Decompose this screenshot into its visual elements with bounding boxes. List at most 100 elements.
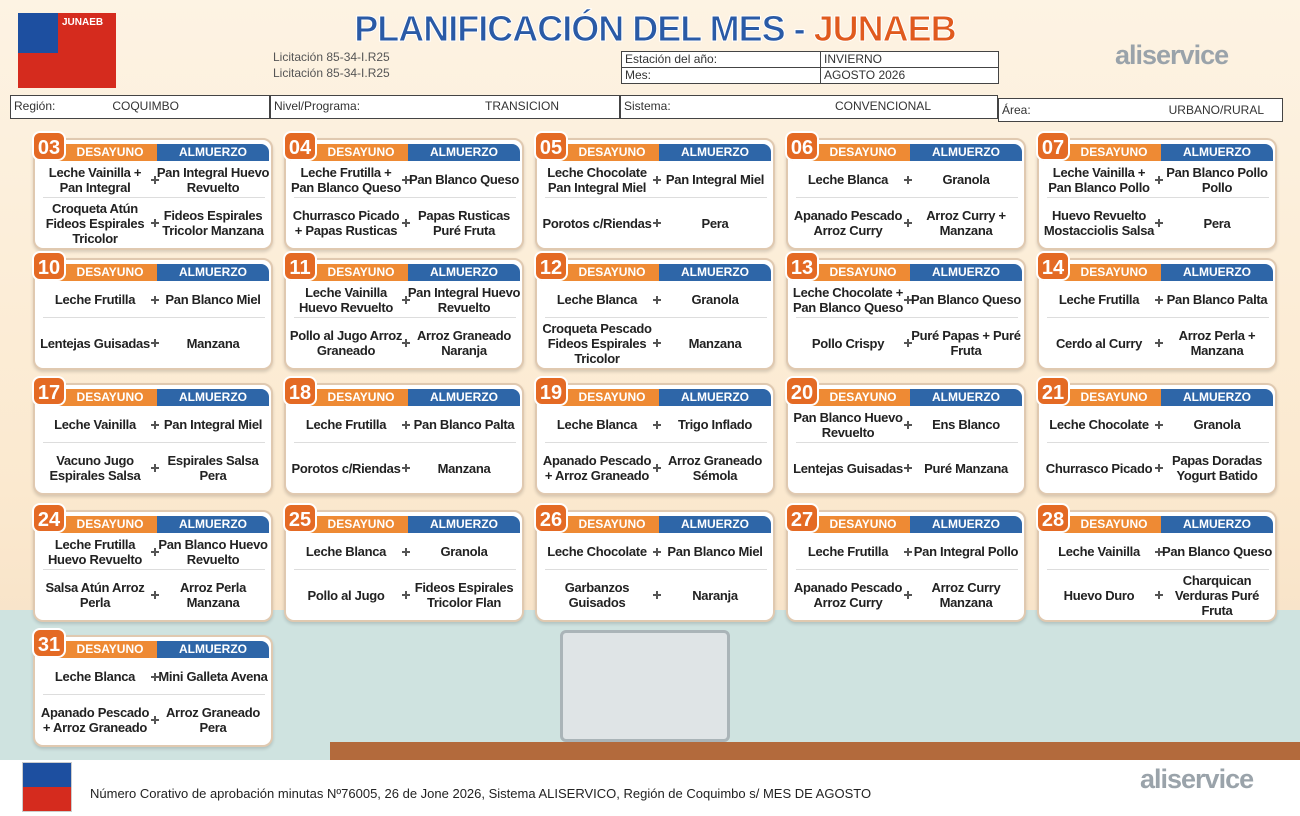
- day-card: DESAYUNO ALMUERZO 21 Leche Chocolate Granola…: [1036, 376, 1277, 495]
- plus-separator: [904, 175, 912, 184]
- day-number: 21: [1036, 376, 1070, 406]
- day-card: DESAYUNO ALMUERZO 06 Leche Blanca Granola Apa…: [785, 131, 1026, 250]
- junaeb-logo: JUNAEB: [18, 13, 116, 88]
- day-card: DESAYUNO ALMUERZO 07 Leche Vainilla + Pan B…: [1036, 131, 1277, 250]
- breakfast-item: Huevo Duro: [1063, 587, 1135, 603]
- breakfast-header: DESAYUNO: [792, 389, 910, 406]
- row-divider: [796, 197, 1018, 198]
- plus-separator: [151, 295, 159, 304]
- lunch-item: Puré Manzana: [924, 460, 1008, 476]
- row-divider: [796, 569, 1018, 570]
- breakfast-item: Leche Frutilla + Pan Blanco Queso: [290, 164, 402, 195]
- lunch-header: ALMUERZO: [659, 389, 771, 406]
- day-number: 07: [1036, 131, 1070, 161]
- plus-separator: [1155, 591, 1163, 599]
- field: Área: URBANO/RURAL: [998, 98, 1283, 122]
- breakfast-header: DESAYUNO: [541, 144, 659, 161]
- breakfast-item: Porotos c/Riendas: [542, 215, 652, 231]
- plus-separator: [1155, 175, 1163, 184]
- breakfast-item: Leche Frutilla: [54, 292, 136, 307]
- breakfast-item: Lentejas Guisadas: [40, 335, 150, 351]
- breakfast-item: Leche Frutilla Huevo Revuelto: [47, 536, 143, 567]
- breakfast-item: Leche Vainilla: [54, 417, 136, 432]
- lunch-item: Pan Blanco Palta: [1166, 292, 1268, 307]
- lunch-header: ALMUERZO: [910, 264, 1022, 281]
- day-card: DESAYUNO ALMUERZO 27 Leche Frutilla Pan Inte…: [785, 503, 1026, 622]
- day-card: DESAYUNO ALMUERZO 20 Pan Blanco Huevo Revue…: [785, 376, 1026, 495]
- lunch-header: ALMUERZO: [157, 264, 269, 281]
- breakfast-item: Leche Chocolate: [1049, 417, 1149, 432]
- day-card: DESAYUNO ALMUERZO 03 Leche Vainilla + Pan I…: [32, 131, 273, 250]
- day-number: 24: [32, 503, 66, 533]
- lunch-item: Pan Blanco Miel: [165, 292, 261, 307]
- breakfast-header: DESAYUNO: [39, 389, 157, 406]
- breakfast-item: Leche Vainilla + Pan Blanco Pollo: [1048, 164, 1150, 195]
- lunch-item: Manzana: [186, 335, 240, 351]
- day-number: 03: [32, 131, 66, 161]
- plus-separator: [151, 716, 159, 724]
- plus-separator: [402, 547, 410, 556]
- breakfast-item: Porotos c/Riendas: [291, 460, 401, 476]
- lunch-item: Pan Integral Miel: [163, 417, 263, 432]
- breakfast-item: Apanado Pescado Arroz Curry: [793, 208, 903, 238]
- breakfast-header: DESAYUNO: [39, 641, 157, 658]
- breakfast-header: DESAYUNO: [1043, 516, 1161, 533]
- breakfast-item: Pan Blanco Huevo Revuelto: [793, 409, 903, 440]
- breakfast-header: DESAYUNO: [541, 516, 659, 533]
- footer-text: Número Corativo de aprobación minutas Nº…: [90, 786, 872, 801]
- plus-separator: [151, 672, 159, 681]
- breakfast-item: Leche Frutilla: [807, 544, 889, 559]
- lunch-item: Pan Blanco Pollo Pollo: [1166, 164, 1268, 195]
- day-card: DESAYUNO ALMUERZO 18 Leche Frutilla Pan Blan…: [283, 376, 524, 495]
- row-divider: [43, 569, 265, 570]
- breakfast-item: Apanado Pescado Arroz Curry: [793, 580, 903, 610]
- plus-separator: [402, 591, 410, 599]
- plus-separator: [904, 339, 912, 347]
- day-card: DESAYUNO ALMUERZO 19 Leche Blanca Trigo Infl…: [534, 376, 775, 495]
- plus-separator: [151, 175, 159, 184]
- day-card: DESAYUNO ALMUERZO 05 Leche Chocolate Pan In…: [534, 131, 775, 250]
- tender: Licitación 85-34-I.R25: [273, 50, 390, 64]
- logo-text: JUNAEB: [62, 17, 104, 28]
- row-divider: [545, 197, 767, 198]
- lunch-header: ALMUERZO: [1161, 264, 1273, 281]
- day-card: DESAYUNO ALMUERZO 10 Leche Frutilla Pan Blan…: [32, 251, 273, 370]
- plus-separator: [151, 219, 159, 227]
- day-number: 05: [534, 131, 568, 161]
- plus-separator: [904, 219, 912, 227]
- plus-separator: [1155, 547, 1163, 556]
- plus-separator: [653, 219, 661, 227]
- plus-separator: [151, 464, 159, 472]
- field-label: Nivel/Programa:: [274, 99, 361, 113]
- plus-separator: [151, 547, 159, 556]
- breakfast-item: Leche Chocolate + Pan Blanco Queso: [792, 284, 904, 315]
- day-number: 18: [283, 376, 317, 406]
- row-divider: [43, 694, 265, 695]
- lunch-item: Arroz Graneado Naranja: [416, 328, 512, 358]
- day-number: 14: [1036, 251, 1070, 281]
- plus-separator: [1155, 420, 1163, 429]
- row-divider: [43, 197, 265, 198]
- plus-separator: [402, 175, 410, 184]
- plus-separator: [653, 547, 661, 556]
- day-number: 31: [32, 628, 66, 658]
- field-value: URBANO/RURAL: [1168, 103, 1264, 117]
- plus-separator: [904, 591, 912, 599]
- breakfast-item: Leche Blanca: [556, 292, 638, 307]
- day-number: 19: [534, 376, 568, 406]
- lunch-item: Pan Blanco Queso: [408, 172, 520, 187]
- breakfast-header: DESAYUNO: [39, 264, 157, 281]
- breakfast-header: DESAYUNO: [541, 264, 659, 281]
- field: Región: COQUIMBO: [10, 95, 270, 119]
- breakfast-item: Leche Vainilla: [1058, 544, 1140, 559]
- field-label: Región:: [14, 99, 56, 113]
- row-divider: [1047, 569, 1269, 570]
- row-divider: [294, 197, 516, 198]
- lunch-item: Pan Integral Miel: [665, 172, 765, 187]
- lunch-item: Pan Blanco Miel: [667, 544, 763, 559]
- breakfast-item: Croqueta Pescado Fideos Espirales Tricol…: [542, 320, 652, 366]
- lunch-header: ALMUERZO: [910, 144, 1022, 161]
- footer-logo: aliservice: [1140, 764, 1254, 794]
- day-number: 27: [785, 503, 819, 533]
- day-card: DESAYUNO ALMUERZO 14 Leche Frutilla Pan Blan…: [1036, 251, 1277, 370]
